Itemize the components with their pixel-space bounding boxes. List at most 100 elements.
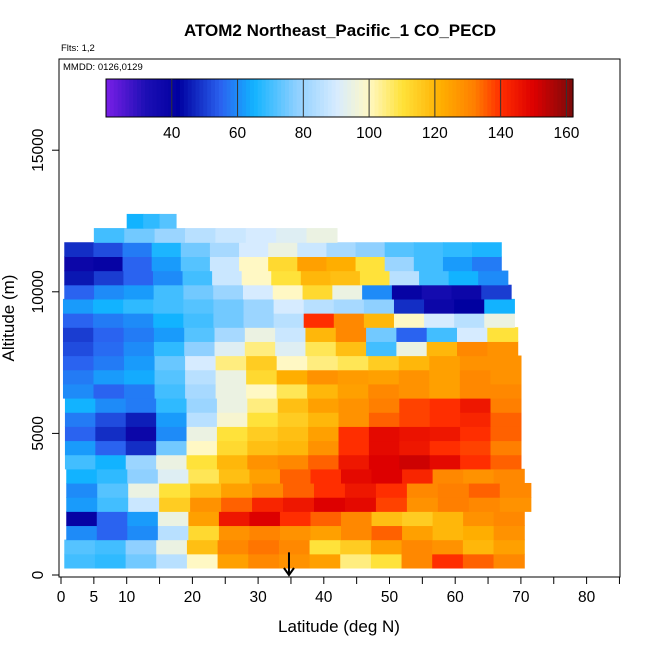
heatmap-cell (406, 482, 439, 498)
heatmap-cell (157, 525, 189, 541)
heatmap-row (62, 298, 515, 314)
heatmap-cell (432, 511, 464, 527)
heatmap-cell (402, 468, 434, 484)
heatmap-cell (180, 242, 211, 257)
colorbar-segment (491, 79, 496, 117)
heatmap-cell (337, 369, 369, 385)
heatmap-cell (185, 355, 217, 371)
heatmap-cell (125, 553, 157, 569)
heatmap-cell (95, 440, 127, 456)
x-tick-label: 0 (57, 589, 66, 606)
heatmap-cell (313, 482, 346, 498)
heatmap-cell (153, 284, 185, 300)
heatmap-cell (338, 454, 370, 470)
colorbar-segment (401, 79, 407, 117)
colorbar-segment (296, 79, 302, 117)
heatmap-cell (152, 270, 184, 286)
heatmap-cell (429, 369, 461, 385)
colorbar-segment (378, 79, 383, 117)
colorbar-segment (121, 79, 127, 117)
heatmap-cell (368, 355, 400, 371)
heatmap-cell (247, 440, 279, 456)
heatmap-cell (93, 270, 125, 286)
heatmap-row (66, 511, 525, 527)
heatmap-cell (275, 341, 307, 357)
heatmap-cell (125, 454, 157, 470)
heatmap-cell (326, 242, 357, 257)
heatmap-cell (62, 383, 95, 399)
heatmap-row (66, 468, 525, 484)
colorbar-segment (541, 79, 547, 117)
heatmap-cell (493, 511, 525, 527)
heatmap-cell (493, 525, 525, 541)
heatmap-cell (302, 284, 333, 300)
heatmap-cell (391, 284, 423, 300)
heatmap-cell (154, 355, 186, 371)
heatmap-cell (448, 270, 479, 286)
heatmap-cell (216, 426, 248, 442)
heatmap-cell (183, 313, 215, 328)
heatmap-row (62, 341, 519, 357)
heatmap-cell (413, 242, 444, 257)
colorbar-segment (444, 79, 450, 117)
heatmap-cell (338, 426, 370, 442)
heatmap-cell (93, 256, 124, 272)
colorbar-segment (483, 79, 488, 117)
heatmap-cell (279, 468, 312, 484)
heatmap-cell (249, 525, 281, 541)
heatmap-cell (398, 369, 430, 385)
heatmap-cell (484, 313, 515, 328)
y-tick-label: 0 (30, 570, 47, 579)
heatmap-cell (159, 482, 191, 498)
heatmap-cell (64, 256, 95, 272)
colorbar-segment (183, 79, 189, 117)
heatmap-cell (190, 482, 222, 498)
heatmap-row (64, 454, 522, 470)
colorbar-segment (160, 79, 165, 117)
colorbar-segment (211, 79, 216, 117)
colorbar-segment (285, 79, 290, 117)
heatmap-cell (401, 553, 433, 569)
arrow-annotation (283, 552, 295, 577)
colorbar-segment (327, 79, 333, 117)
heatmap-cell (490, 454, 522, 470)
heatmap-cell (125, 412, 157, 427)
heatmap-cell (341, 525, 373, 541)
colorbar-tick-label: 100 (356, 125, 382, 142)
colorbar-segment (304, 79, 309, 117)
x-tick-label: 50 (381, 589, 399, 606)
heatmap-cell (429, 454, 461, 470)
x-tick-label: 80 (578, 589, 596, 606)
heatmap-cell (333, 298, 365, 314)
heatmap-cell (419, 270, 450, 286)
colorbar-segment (358, 79, 364, 117)
colorbar-segment (464, 79, 469, 117)
heatmap-cell (184, 341, 216, 357)
heatmap-cell (218, 468, 251, 484)
heatmap-cell (279, 525, 312, 541)
colorbar-segment (553, 79, 559, 117)
heatmap-cell (370, 553, 403, 569)
annotations (283, 552, 295, 577)
heatmap-cell (216, 398, 248, 413)
heatmap-cell (459, 355, 491, 371)
heatmap-cell (432, 525, 464, 541)
heatmap-cell (157, 468, 189, 484)
heatmap-cell (478, 270, 509, 286)
heatmap-cell (151, 256, 182, 272)
heatmap-cell (64, 284, 95, 300)
heatmap-cell (94, 284, 125, 300)
colorbar-segment (440, 79, 446, 117)
heatmap-cell (338, 440, 370, 456)
heatmap-cell (66, 511, 98, 527)
colorbar-segment (320, 79, 325, 117)
heatmap-cell (283, 482, 315, 498)
y-tick-label: 15000 (30, 128, 47, 171)
heatmap-cell (185, 369, 217, 385)
heatmap-cell (454, 298, 485, 314)
heatmap-cell (337, 383, 369, 399)
heatmap-cell (424, 313, 455, 328)
colorbar-segment (106, 79, 111, 117)
colorbar-segment (409, 79, 415, 117)
